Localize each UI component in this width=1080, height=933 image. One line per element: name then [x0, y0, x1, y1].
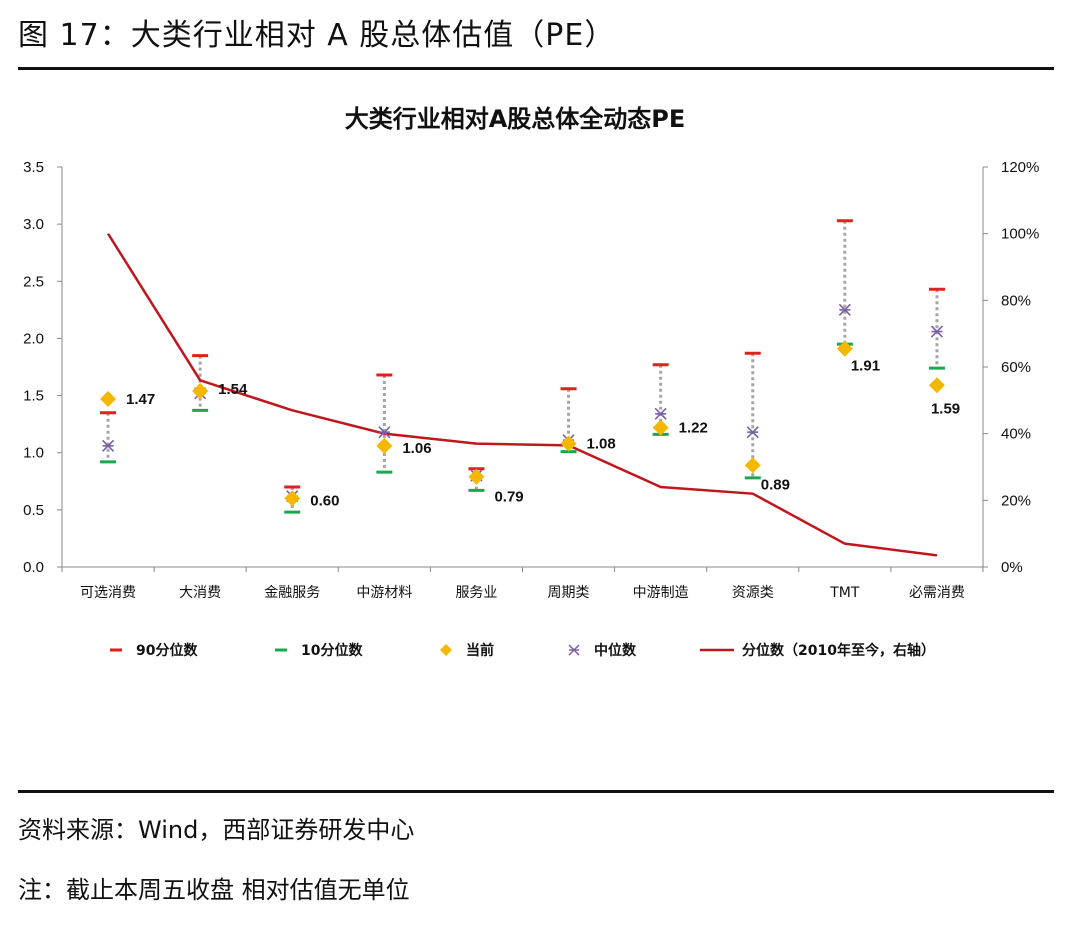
left-tick-label: 1.5 — [23, 388, 44, 405]
source-note: 资料来源：Wind，西部证券研发中心 — [18, 816, 415, 844]
current-data-label: 1.91 — [851, 358, 880, 375]
right-tick-label: 20% — [1001, 492, 1031, 509]
right-tick-label: 80% — [1001, 292, 1031, 309]
current-marker — [836, 340, 853, 357]
current-data-label: 1.06 — [402, 440, 431, 457]
median-marker — [838, 303, 851, 316]
current-marker — [928, 377, 945, 394]
top-rule — [18, 67, 1054, 70]
x-tick-label: 中游制造 — [633, 585, 689, 601]
current-marker — [192, 383, 209, 399]
left-tick-label: 2.5 — [23, 273, 44, 290]
median-marker — [654, 407, 667, 420]
right-tick-label: 120% — [1001, 159, 1039, 176]
left-tick-label: 0.5 — [23, 502, 44, 519]
current-data-label: 1.54 — [218, 381, 248, 398]
right-tick-label: 40% — [1001, 426, 1031, 443]
chart: 大类行业相对A股总体全动态PE 0.0 0.5 1.0 1.5 2.0 2.5 3.0 3.5… — [23, 105, 1039, 659]
legend-label: 当前 — [466, 642, 494, 659]
x-tick-label: 服务业 — [455, 585, 497, 601]
right-tick-label: 100% — [1001, 226, 1039, 243]
current-data-label: 1.59 — [931, 400, 960, 417]
current-data-label: 1.47 — [126, 391, 155, 408]
figure-title: 图 17：大类行业相对 A 股总体估值（PE） — [18, 18, 616, 53]
bottom-rule — [18, 790, 1054, 793]
legend-item: 中位数 — [568, 642, 637, 659]
right-tick-label: 0% — [1001, 559, 1023, 576]
left-tick-label: 0.0 — [23, 559, 44, 576]
legend-label: 分位数（2010年至今，右轴） — [742, 642, 935, 659]
current-marker — [100, 391, 117, 407]
legend-item: 分位数（2010年至今，右轴） — [700, 642, 935, 659]
x-tick-label: 周期类 — [548, 585, 590, 601]
current-data-label: 0.79 — [494, 489, 523, 506]
median-marker — [378, 426, 391, 439]
chart-title: 大类行业相对A股总体全动态PE — [345, 105, 686, 133]
left-tick-label: 2.0 — [23, 330, 44, 347]
left-tick-label: 3.0 — [23, 216, 44, 233]
legend-item: 当前 — [440, 642, 494, 659]
x-tick-label: TMT — [829, 585, 860, 601]
current-data-label: 1.08 — [587, 436, 616, 453]
current-data-label: 0.89 — [761, 476, 790, 493]
legend-item: 10分位数 — [275, 642, 363, 659]
legend-swatch — [568, 644, 580, 656]
legend-item: 90分位数 — [110, 642, 198, 659]
x-tick-label: 资源类 — [732, 585, 774, 601]
x-tick-label: 中游材料 — [356, 585, 412, 601]
percentile-series-line — [106, 233, 938, 557]
left-tick-label: 1.0 — [23, 445, 44, 462]
x-tick-label: 必需消费 — [909, 585, 965, 601]
current-marker — [652, 419, 669, 436]
right-tick-label: 60% — [1001, 359, 1031, 376]
left-tick-label: 3.5 — [23, 159, 44, 176]
current-marker — [376, 437, 393, 454]
legend-swatch — [440, 644, 452, 656]
legend-label: 10分位数 — [301, 642, 363, 659]
median-marker — [101, 439, 115, 452]
x-tick-label: 大消费 — [179, 585, 221, 601]
current-marker — [468, 468, 485, 485]
legend-label: 中位数 — [594, 642, 637, 659]
median-marker — [746, 426, 759, 439]
median-marker — [930, 325, 944, 338]
current-data-label: 1.22 — [679, 420, 708, 437]
remark-note: 注：截止本周五收盘 相对估值无单位 — [18, 876, 410, 904]
current-marker — [284, 490, 301, 507]
current-data-label: 0.60 — [310, 492, 339, 509]
legend-label: 90分位数 — [136, 642, 198, 659]
x-tick-label: 可选消费 — [80, 585, 136, 601]
current-marker — [560, 435, 577, 452]
x-tick-label: 金融服务 — [264, 585, 320, 601]
current-marker — [744, 457, 761, 474]
